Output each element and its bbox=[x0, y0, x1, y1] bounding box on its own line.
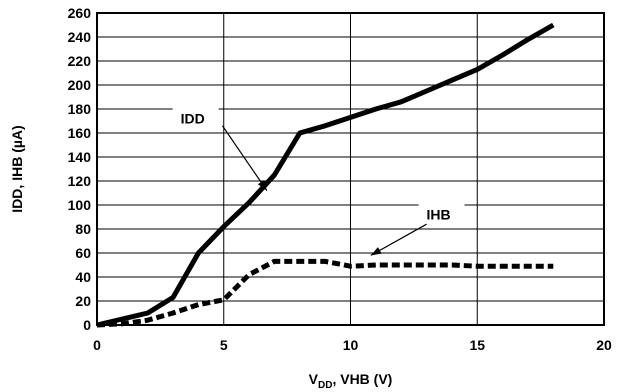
x-tick-label: 15 bbox=[469, 337, 485, 353]
annotation-label-bg bbox=[418, 202, 465, 225]
y-tick-labels: 0 20 40 60 80 100 120 140 160 180 200 220 240 260 bbox=[68, 5, 92, 333]
annotation-arrow bbox=[370, 223, 427, 256]
annotations: IDD IHB bbox=[172, 106, 465, 256]
series-lines bbox=[96, 22, 555, 328]
annotation-arrowhead bbox=[257, 179, 267, 191]
y-tick-label: 0 bbox=[83, 317, 91, 333]
x-axis-title: VDD, VHB (V) bbox=[309, 371, 393, 391]
y-tick-label: 100 bbox=[68, 197, 92, 213]
annotation-label: IDD bbox=[181, 110, 205, 126]
y-tick-label: 220 bbox=[68, 53, 92, 69]
annotation-arrowhead bbox=[370, 247, 382, 256]
y-tick-label: 120 bbox=[68, 173, 92, 189]
y-tick-label: 140 bbox=[68, 149, 92, 165]
series-line-ihb bbox=[96, 258, 554, 328]
x-tick-label: 5 bbox=[220, 337, 228, 353]
y-axis-title: IDD, IHB (µA) bbox=[9, 125, 25, 212]
x-tick-label: 10 bbox=[343, 337, 359, 353]
x-tick-label: 0 bbox=[93, 337, 101, 353]
y-tick-label: 160 bbox=[68, 125, 92, 141]
y-tick-label: 80 bbox=[75, 221, 91, 237]
y-tick-label: 180 bbox=[68, 101, 92, 117]
annotation-label-bg bbox=[172, 106, 219, 129]
plot-frame bbox=[96, 12, 605, 326]
series-line-idd bbox=[96, 22, 555, 328]
annotation-label: IHB bbox=[427, 206, 451, 222]
y-tick-label: 200 bbox=[68, 77, 92, 93]
x-tick-labels: 0 5 10 15 20 bbox=[93, 337, 612, 353]
y-tick-label: 60 bbox=[75, 245, 91, 261]
grid-lines bbox=[96, 12, 605, 326]
y-tick-label: 240 bbox=[68, 29, 92, 45]
y-tick-label: 40 bbox=[75, 269, 91, 285]
y-tick-label: 260 bbox=[68, 5, 92, 21]
x-tick-label: 20 bbox=[596, 337, 612, 353]
y-tick-label: 20 bbox=[75, 293, 91, 309]
annotation-arrow bbox=[221, 125, 268, 191]
